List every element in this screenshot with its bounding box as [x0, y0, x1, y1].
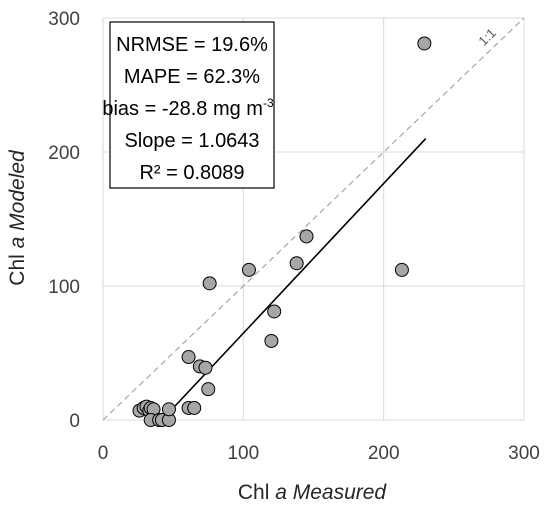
data-point — [181, 350, 196, 365]
stats-box-frame — [109, 21, 275, 189]
y-tick-label: 0 — [69, 411, 80, 432]
y-axis-title-prefix: Chl — [6, 248, 29, 285]
data-point — [198, 360, 213, 375]
stats-box: NRMSE = 19.6% MAPE = 62.3% bias = -28.8 … — [102, 21, 275, 189]
data-point — [187, 400, 202, 415]
data-points — [132, 36, 432, 427]
identity-line — [102, 17, 525, 421]
data-point — [241, 262, 256, 277]
y-axis-ticks: 0 100 200 300 — [48, 9, 80, 432]
x-tick-label: 100 — [227, 443, 259, 464]
x-axis-title: Chl a Measured — [238, 481, 388, 504]
data-point — [394, 262, 409, 277]
data-point — [289, 256, 304, 271]
data-point — [161, 402, 176, 417]
stat-slope: Slope = 1.0643 — [124, 130, 259, 152]
data-point — [264, 333, 279, 348]
x-tick-label: 300 — [508, 443, 540, 464]
x-axis-title-italic: a Measured — [275, 481, 387, 504]
data-point — [201, 382, 216, 397]
data-point — [299, 229, 314, 244]
y-axis-title-italic: a Modeled — [6, 149, 29, 248]
y-tick-label: 200 — [48, 143, 80, 164]
y-tick-label: 300 — [48, 9, 80, 30]
data-point — [267, 304, 282, 319]
stat-nrmse: NRMSE = 19.6% — [116, 34, 268, 56]
stat-bias-text: bias = -28.8 mg m — [102, 98, 263, 120]
stat-mape: MAPE = 62.3% — [124, 66, 260, 88]
stat-bias-exponent: -3 — [263, 96, 274, 110]
y-tick-label: 100 — [48, 277, 80, 298]
x-tick-label: 0 — [98, 443, 109, 464]
data-point — [202, 276, 217, 291]
x-tick-label: 200 — [368, 443, 400, 464]
stat-r2: R² = 0.8089 — [139, 162, 244, 184]
x-axis-ticks: 0 100 200 300 — [98, 443, 540, 464]
data-point — [417, 36, 432, 51]
x-axis-title-prefix: Chl — [238, 481, 275, 504]
y-axis-title: Chl a Modeled — [6, 149, 29, 286]
stat-bias: bias = -28.8 mg m-3 — [102, 96, 274, 120]
